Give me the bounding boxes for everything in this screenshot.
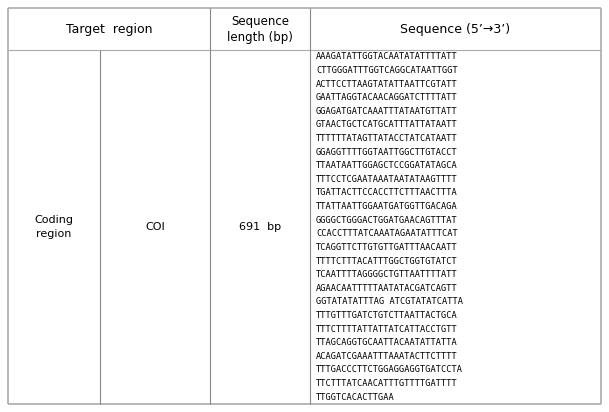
Text: COI: COI [145,222,165,232]
Text: TTAGCAGGTGCAATTACAATATTATTA: TTAGCAGGTGCAATTACAATATTATTA [316,338,458,347]
Text: Coding
region: Coding region [35,215,74,239]
Text: TTAATAATTGGAGCTCCGGATATAGCA: TTAATAATTGGAGCTCCGGATATAGCA [316,161,458,170]
Text: ACAGATCGAAATTTAAATACTTCTTTT: ACAGATCGAAATTTAAATACTTCTTTT [316,352,458,361]
Text: CTTGGGATTTGGTCAGGCATAATTGGT: CTTGGGATTTGGTCAGGCATAATTGGT [316,66,458,75]
Text: TTTGTTTGATCTGTCTTAATTACTGCA: TTTGTTTGATCTGTCTTAATTACTGCA [316,311,458,320]
Text: ACTTCCTTAAGTATATTAATTCGTATT: ACTTCCTTAAGTATATTAATTCGTATT [316,80,458,89]
Text: GAATTAGGTACAACAGGATCTTTTATT: GAATTAGGTACAACAGGATCTTTTATT [316,93,458,102]
Text: Sequence
length (bp): Sequence length (bp) [227,14,293,44]
Text: TTTGACCCTTCTGGAGGAGGTGATCCTA: TTTGACCCTTCTGGAGGAGGTGATCCTA [316,365,463,375]
Text: AGAACAATTTTTAATATACGATCAGTT: AGAACAATTTTTAATATACGATCAGTT [316,284,458,293]
Text: TCAATTTTAGGGGCTGTTAATTTTATT: TCAATTTTAGGGGCTGTTAATTTTATT [316,270,458,279]
Text: TTCTTTATCAACATTTGTTTTGATTTT: TTCTTTATCAACATTTGTTTTGATTTT [316,379,458,388]
Text: AAAGATATTGGTACAATATATTTTATT: AAAGATATTGGTACAATATATTTTATT [316,52,458,61]
Text: TTTCTTTTATTATTATCATTACCTGTT: TTTCTTTTATTATTATCATTACCTGTT [316,325,458,334]
Text: TGATTACTTCCACCTTCTTTAACTTTA: TGATTACTTCCACCTTCTTTAACTTTA [316,188,458,197]
Text: Target  region: Target region [66,23,152,35]
Text: Sequence (5’→3’): Sequence (5’→3’) [401,23,510,35]
Text: GGAGATGATCAAATTTATAATGTTATT: GGAGATGATCAAATTTATAATGTTATT [316,107,458,116]
Text: GGAGGTTTTGGTAATTGGCTTGTACCT: GGAGGTTTTGGTAATTGGCTTGTACCT [316,147,458,157]
Text: GGGGCTGGGACTGGATGAACAGTTTAT: GGGGCTGGGACTGGATGAACAGTTTAT [316,216,458,225]
Text: TTGGTCACACTTGAA: TTGGTCACACTTGAA [316,393,395,402]
Text: 691  bp: 691 bp [239,222,281,232]
Text: TTTTTTATAGTTATACCTATCATAATT: TTTTTTATAGTTATACCTATCATAATT [316,134,458,143]
Text: CCACCTTTATCAAATAGAATATTTCAT: CCACCTTTATCAAATAGAATATTTCAT [316,229,458,238]
Text: TTATTAATTGGAATGATGGTTGACAGA: TTATTAATTGGAATGATGGTTGACAGA [316,202,458,211]
Text: TCAGGTTCTTGTGTTGATTTAACAATT: TCAGGTTCTTGTGTTGATTTAACAATT [316,243,458,252]
Text: GGTATATATTTAG ATCGTATATCATTA: GGTATATATTTAG ATCGTATATCATTA [316,297,463,307]
Text: TTTTCTTTACATTTGGCTGGTGTATCT: TTTTCTTTACATTTGGCTGGTGTATCT [316,257,458,266]
Text: TTTCCTCGAATAAATAATATAAGTTTT: TTTCCTCGAATAAATAATATAAGTTTT [316,175,458,184]
Text: GTAACTGCTCATGCATTTATTATAATT: GTAACTGCTCATGCATTTATTATAATT [316,120,458,129]
